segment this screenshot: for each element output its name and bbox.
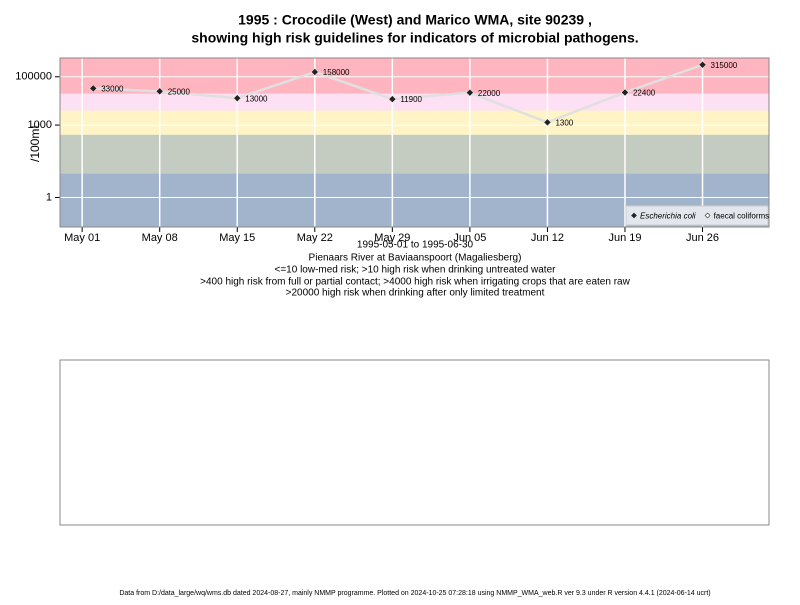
note: <=10 low-med risk; >10 high risk when dr…	[275, 265, 557, 276]
note: Pienaars River at Baviaanspoort (Magalie…	[309, 253, 522, 264]
x-tick-label: May 15	[219, 232, 255, 244]
x-label: 1995-05-01 to 1995-06-30	[357, 240, 474, 251]
plot-frame	[59, 57, 770, 228]
x-tick-label: May 29	[374, 232, 410, 244]
footer: Data from D:/data_large/wq/wms.db dated …	[119, 590, 710, 597]
point	[698, 60, 707, 69]
y-tick-label: 1000	[28, 119, 52, 131]
legend-label: faecal coliforms	[714, 212, 770, 221]
x-tick-label: May 08	[142, 232, 178, 244]
risk-band	[60, 110, 769, 135]
value-label: 1300	[555, 118, 573, 127]
value-label: 25000	[168, 87, 191, 96]
value-label: 158000	[323, 68, 350, 77]
value-label: 13000	[245, 94, 268, 103]
x-tick-label: May 01	[64, 232, 100, 244]
value-label: 315000	[711, 61, 738, 70]
x-tick-label: May 22	[297, 232, 333, 244]
x-tick-label: Jun 26	[686, 232, 719, 244]
note: >400 high risk from full or partial cont…	[200, 277, 630, 288]
point	[233, 94, 242, 103]
y-tick-label: 1	[46, 191, 52, 203]
point	[89, 84, 98, 93]
risk-band	[60, 134, 769, 174]
legend-box	[625, 205, 769, 226]
point	[310, 68, 319, 76]
point	[155, 87, 164, 96]
point	[621, 88, 629, 97]
empty-panel	[59, 359, 770, 526]
y-label: /100mL	[28, 122, 42, 162]
value-label: 22400	[633, 89, 656, 98]
note: >20000 high risk when drinking after onl…	[286, 288, 545, 299]
risk-band	[60, 58, 769, 94]
value-label: 22000	[478, 89, 501, 98]
legend-label: Escherichia coli	[640, 212, 696, 221]
point	[543, 118, 552, 127]
y-tick-label: 100000	[15, 71, 52, 83]
x-tick-label: Jun 19	[608, 232, 641, 244]
x-tick-label: Jun 12	[531, 232, 564, 244]
point	[466, 88, 474, 97]
x-tick-label: Jun 05	[453, 232, 486, 244]
point	[388, 95, 397, 103]
value-label: 33000	[101, 85, 124, 94]
legend-marker	[631, 212, 637, 219]
legend: Escherichia coli faecal coliforms	[625, 205, 770, 226]
chart-title: 1995 : Crocodile (West) and Marico WMA, …	[238, 12, 592, 28]
chart-subtitle: showing high risk guidelines for indicat…	[191, 30, 638, 46]
legend-marker	[704, 212, 711, 219]
value-label: 11900	[400, 95, 422, 104]
